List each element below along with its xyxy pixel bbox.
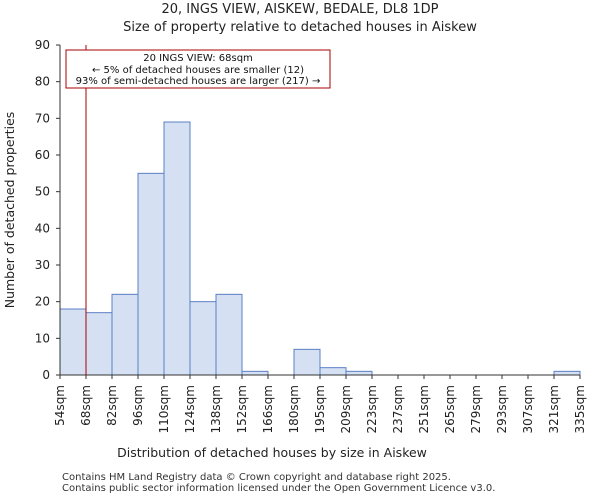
x-tick-label-20: 335sqm	[573, 385, 587, 433]
annotation-line-2: ← 5% of detached houses are smaller (12)	[92, 65, 304, 76]
y-tick-label-0: 0	[42, 368, 50, 382]
chart-title: 20, INGS VIEW, AISKEW, BEDALE, DL8 1DP	[161, 2, 439, 17]
y-tick-label-20: 20	[35, 295, 50, 309]
x-tick-label-7: 152sqm	[235, 385, 249, 433]
x-tick-label-8: 166sqm	[261, 385, 275, 433]
x-tick-label-4: 110sqm	[157, 385, 171, 433]
chart-subtitle: Size of property relative to detached ho…	[123, 20, 477, 35]
x-tick-label-11: 209sqm	[339, 385, 353, 433]
y-tick-label-30: 30	[35, 258, 50, 272]
annotation-box: 20 INGS VIEW: 68sqm ← 5% of detached hou…	[65, 49, 331, 89]
annotation-line-1: 20 INGS VIEW: 68sqm	[143, 53, 253, 64]
bar-5	[189, 301, 217, 376]
y-tick-label-60: 60	[35, 148, 50, 162]
x-ticks-group: 54sqm 68sqm 82sqm 96sqm 110sqm 124sqm 138sqm 15…	[53, 375, 587, 433]
bar-11	[345, 370, 373, 376]
bar-9	[293, 348, 321, 376]
bar-19	[553, 370, 581, 376]
x-tick-label-2: 82sqm	[105, 385, 119, 426]
bar-2	[111, 293, 139, 376]
bar-4	[163, 121, 191, 376]
x-tick-label-12: 223sqm	[365, 385, 379, 433]
annotation-line-3: 93% of semi-detached houses are larger (…	[76, 76, 321, 87]
y-ticks-group: 0 10 20 30 40 50 60 70 80 90	[35, 38, 60, 382]
y-tick-label-50: 50	[35, 185, 50, 199]
x-tick-label-17: 293sqm	[495, 385, 509, 433]
x-tick-label-0: 54sqm	[53, 385, 67, 426]
x-tick-label-19: 321sqm	[547, 385, 561, 433]
bars-group	[59, 121, 581, 376]
y-tick-label-90: 90	[35, 38, 50, 52]
y-tick-label-40: 40	[35, 221, 50, 235]
y-axis-label: Number of detached properties	[2, 112, 17, 309]
x-tick-label-15: 265sqm	[443, 385, 457, 433]
x-axis-label: Distribution of detached houses by size …	[117, 445, 427, 460]
footer-line-2: Contains public sector information licen…	[62, 483, 496, 494]
bar-1	[85, 312, 113, 376]
x-tick-label-5: 124sqm	[183, 385, 197, 433]
bar-10	[319, 367, 347, 376]
x-tick-label-1: 68sqm	[79, 385, 93, 426]
x-tick-label-10: 195sqm	[313, 385, 327, 433]
bar-0	[59, 308, 87, 376]
y-tick-label-70: 70	[35, 111, 50, 125]
x-tick-label-16: 279sqm	[469, 385, 483, 433]
x-tick-label-9: 180sqm	[287, 385, 301, 433]
x-tick-label-18: 307sqm	[521, 385, 535, 433]
x-tick-label-13: 237sqm	[391, 385, 405, 433]
annotation-rect	[65, 49, 331, 89]
y-tick-label-80: 80	[35, 75, 50, 89]
y-tick-label-10: 10	[35, 331, 50, 345]
x-tick-label-3: 96sqm	[131, 385, 145, 426]
bar-3	[137, 172, 165, 376]
x-tick-label-6: 138sqm	[209, 385, 223, 433]
footer-line-1: Contains HM Land Registry data © Crown c…	[62, 472, 451, 483]
x-tick-label-14: 251sqm	[417, 385, 431, 433]
bar-7	[241, 370, 269, 376]
bar-6	[215, 293, 243, 376]
